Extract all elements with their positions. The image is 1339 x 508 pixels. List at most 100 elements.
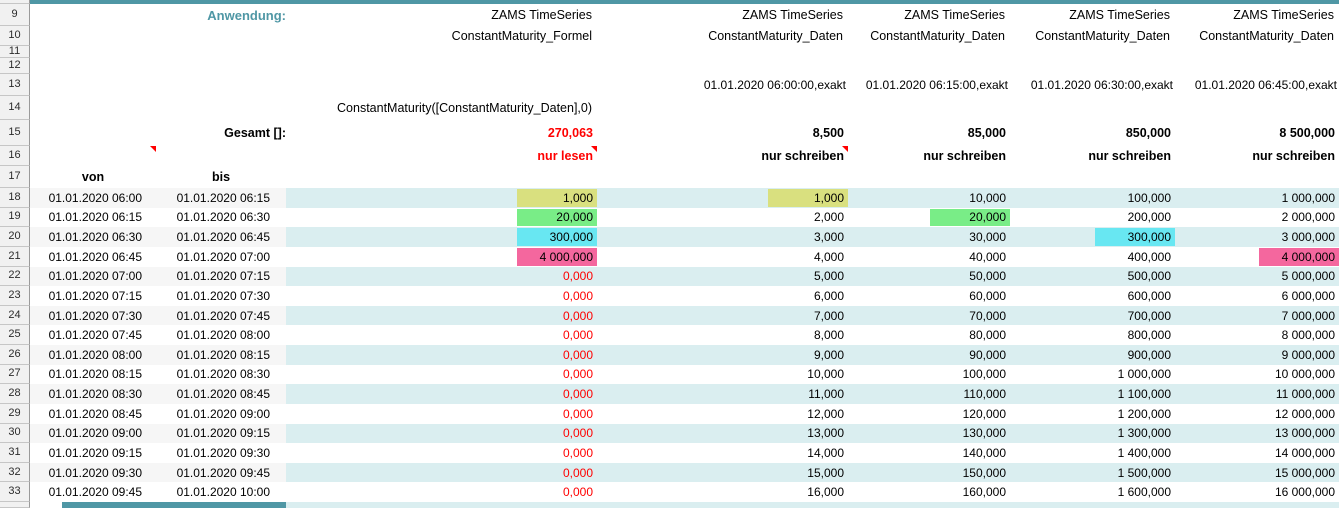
- mode-daten-2[interactable]: nur schreiben: [923, 149, 1006, 163]
- cell-value-daten-0630[interactable]: 400,000: [1010, 247, 1175, 267]
- cell-value-daten-0630[interactable]: 1 500,000: [1010, 462, 1175, 483]
- cell-value-daten-0645[interactable]: 11 000,000: [1175, 384, 1339, 404]
- total-daten-4[interactable]: 8 500,000: [1279, 126, 1335, 140]
- cell-value-formel[interactable]: 0,000: [286, 443, 597, 463]
- cell-empty[interactable]: [156, 26, 286, 46]
- cell-value-daten-0630[interactable]: 300,000: [1010, 227, 1175, 247]
- cell-von[interactable]: 01.01.2020 09:45: [48, 485, 142, 500]
- cell-value-daten-0600[interactable]: 3,000: [597, 227, 848, 247]
- cell-empty[interactable]: [156, 96, 286, 120]
- cell-value-daten-0645[interactable]: 5 000,000: [1175, 266, 1339, 287]
- cell-bis[interactable]: 01.01.2020 06:30: [176, 210, 270, 225]
- cell-value-daten-0630[interactable]: 100,000: [1010, 188, 1175, 208]
- mode-formel[interactable]: nur lesen: [286, 146, 597, 166]
- cell-bis[interactable]: 01.01.2020 07:30: [176, 288, 270, 303]
- app-header-daten-1[interactable]: ZAMS TimeSeries: [742, 8, 843, 22]
- cell-value-daten-0630[interactable]: 800,000: [1010, 325, 1175, 345]
- cell-bis[interactable]: 01.01.2020 10:00: [176, 485, 270, 500]
- cell-value-daten-0645[interactable]: 16 000,000: [1175, 482, 1339, 502]
- cell-value-daten-0645[interactable]: 9 000,000: [1175, 345, 1339, 365]
- cell-value-daten-0615[interactable]: 70,000: [848, 305, 1010, 326]
- cell-von[interactable]: 01.01.2020 07:30: [30, 305, 156, 326]
- cell-von[interactable]: 01.01.2020 08:15: [48, 367, 142, 382]
- cell-value-daten-0645[interactable]: 2 000,000: [1175, 208, 1339, 228]
- cell-von[interactable]: 01.01.2020 08:30: [30, 384, 156, 404]
- app-header-daten-2[interactable]: ZAMS TimeSeries: [904, 8, 1005, 22]
- row-number[interactable]: 27: [0, 364, 30, 385]
- cell-value-daten-0645[interactable]: 14 000,000: [1175, 443, 1339, 463]
- cell-value-daten-0600[interactable]: 8,000: [597, 325, 848, 345]
- cell-value-daten-0600[interactable]: 4,000: [597, 247, 848, 267]
- cell-empty[interactable]: [286, 166, 1339, 188]
- row-number[interactable]: 28: [0, 384, 30, 404]
- cell-bis[interactable]: 01.01.2020 09:30: [176, 445, 270, 460]
- cell-value-daten-0615[interactable]: 120,000: [848, 404, 1010, 424]
- cell-empty[interactable]: [30, 58, 1339, 74]
- cell-value-daten-0600[interactable]: 15,000: [597, 462, 848, 483]
- cell-value-daten-0600[interactable]: 5,000: [597, 266, 848, 287]
- row-number[interactable]: 20: [0, 227, 30, 247]
- cell-value-daten-0600[interactable]: 6,000: [597, 286, 848, 306]
- cell-von[interactable]: 01.01.2020 08:45: [48, 406, 142, 421]
- cell-von[interactable]: 01.01.2020 09:30: [30, 462, 156, 483]
- app-header-daten-3[interactable]: ZAMS TimeSeries: [1069, 8, 1170, 22]
- cell-bis[interactable]: 01.01.2020 09:45: [156, 462, 286, 483]
- row-number[interactable]: 33: [0, 482, 30, 502]
- row-number[interactable]: 19: [0, 207, 30, 228]
- series-header-daten-1[interactable]: ConstantMaturity_Daten: [708, 29, 843, 43]
- cell-bis[interactable]: 01.01.2020 07:00: [176, 249, 270, 264]
- cell-value-formel[interactable]: 0,000: [286, 365, 597, 385]
- row-number[interactable]: 22: [0, 266, 30, 287]
- mode-daten-4[interactable]: nur schreiben: [1252, 149, 1335, 163]
- cell-value-daten-0615[interactable]: 150,000: [848, 462, 1010, 483]
- cell-value-formel[interactable]: 0,000: [286, 266, 597, 287]
- total-daten-1[interactable]: 8,500: [812, 126, 844, 140]
- total-daten-2[interactable]: 85,000: [967, 126, 1006, 140]
- cell-bis[interactable]: 01.01.2020 09:15: [156, 423, 286, 444]
- cell-value-daten-0615[interactable]: 90,000: [848, 345, 1010, 365]
- cell-von[interactable]: 01.01.2020 07:15: [48, 288, 142, 303]
- cell-value-daten-0645[interactable]: 10 000,000: [1175, 365, 1339, 385]
- cell-empty[interactable]: [30, 120, 156, 146]
- row-number[interactable]: 15: [0, 120, 30, 146]
- cell-value-daten-0630[interactable]: 1 400,000: [1010, 443, 1175, 463]
- cell-value-formel[interactable]: 0,000: [286, 325, 597, 345]
- row-number[interactable]: 32: [0, 462, 30, 483]
- cell-value-daten-0630[interactable]: 1 200,000: [1010, 404, 1175, 424]
- cell-value-daten-0600[interactable]: 1,000: [597, 188, 848, 208]
- row-number[interactable]: 16: [0, 146, 30, 166]
- cell-value-daten-0600[interactable]: 13,000: [597, 423, 848, 444]
- anwendung-label[interactable]: Anwendung:: [207, 7, 286, 23]
- cell-value-daten-0615[interactable]: 60,000: [848, 286, 1010, 306]
- cell-bis[interactable]: 01.01.2020 08:45: [156, 384, 286, 404]
- cell-value-daten-0615[interactable]: 20,000: [848, 208, 1010, 228]
- cell-value-daten-0630[interactable]: 700,000: [1010, 305, 1175, 326]
- gesamt-label[interactable]: Gesamt []:: [224, 126, 286, 140]
- cell-von[interactable]: 01.01.2020 08:00: [30, 345, 156, 365]
- cell-value-daten-0630[interactable]: 1 600,000: [1010, 482, 1175, 502]
- series-header-formel[interactable]: ConstantMaturity_Formel: [451, 29, 592, 43]
- row-number[interactable]: 10: [0, 26, 30, 46]
- cell-value-daten-0615[interactable]: 50,000: [848, 266, 1010, 287]
- cell-empty[interactable]: [30, 4, 156, 26]
- cell-empty[interactable]: [30, 46, 1339, 58]
- formula-cell[interactable]: ConstantMaturity([ConstantMaturity_Daten…: [337, 101, 592, 115]
- cell-empty[interactable]: [30, 26, 156, 46]
- cell-value-daten-0645[interactable]: 13 000,000: [1175, 423, 1339, 444]
- mode-daten-1[interactable]: nur schreiben: [597, 146, 848, 166]
- row-number[interactable]: 13: [0, 74, 30, 96]
- row-number[interactable]: 31: [0, 443, 30, 463]
- cell-value-daten-0645[interactable]: 7 000,000: [1175, 305, 1339, 326]
- cell-value-daten-0600[interactable]: 14,000: [597, 443, 848, 463]
- cell-value-daten-0645[interactable]: 3 000,000: [1175, 227, 1339, 247]
- cell-value-daten-0615[interactable]: 10,000: [848, 188, 1010, 208]
- cell-empty[interactable]: [156, 74, 286, 96]
- cell-value-daten-0600[interactable]: 2,000: [597, 208, 848, 228]
- cell-value-daten-0630[interactable]: 200,000: [1010, 208, 1175, 228]
- cell-empty[interactable]: [30, 96, 156, 120]
- series-header-daten-3[interactable]: ConstantMaturity_Daten: [1035, 29, 1170, 43]
- cell-value-daten-0615[interactable]: 30,000: [848, 227, 1010, 247]
- cell-value-daten-0645[interactable]: 8 000,000: [1175, 325, 1339, 345]
- cell-value-daten-0630[interactable]: 1 300,000: [1010, 423, 1175, 444]
- cell-value-daten-0630[interactable]: 600,000: [1010, 286, 1175, 306]
